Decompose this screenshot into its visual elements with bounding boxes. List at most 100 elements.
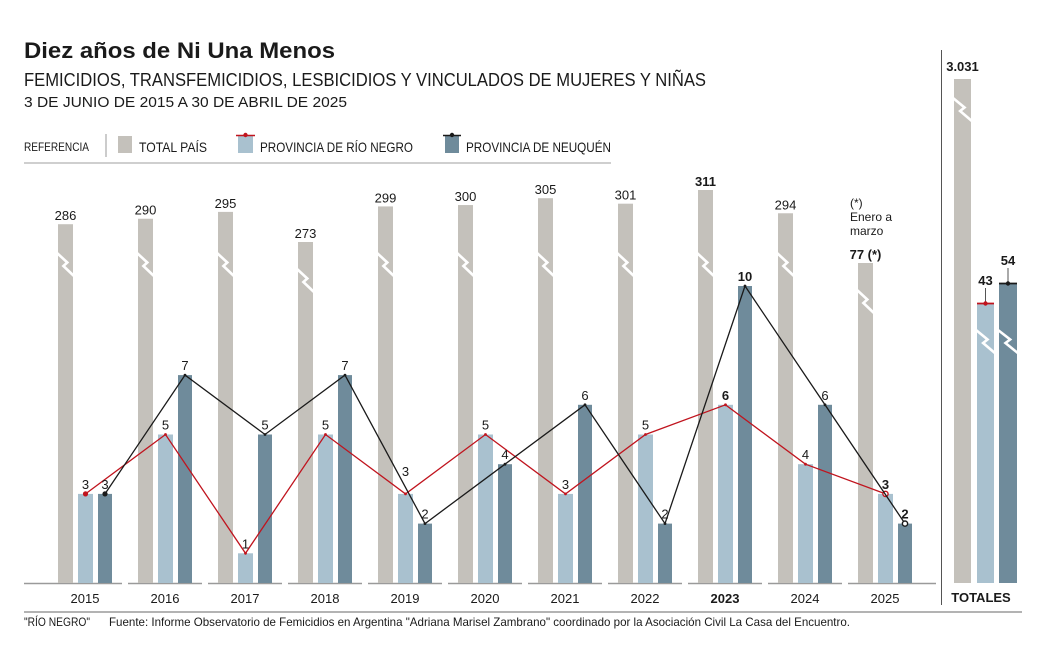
value-label-rio-negro: 3 [402,464,409,479]
bar-neuquen [338,375,352,583]
x-tick-label: 2016 [151,591,180,606]
axis-break-icon [296,268,316,294]
bar-rio-negro [238,553,253,583]
bar-neuquen [498,464,512,583]
value-label-neuquen: 3 [101,477,108,492]
bar-rio-negro [878,493,893,583]
value-label-total-pais: 300 [455,189,477,204]
total-label-total-pais: 3.031 [946,59,979,74]
axis-break-icon [136,252,156,278]
bar-total-pais [138,218,153,583]
bar-rio-negro [558,493,573,583]
axis-break-icon [376,252,396,278]
trend-lines [82,284,909,555]
value-label-neuquen: 4 [501,447,508,462]
axis-break-marks [56,252,876,315]
bar-total-pais [698,190,713,583]
total-marker-rio-negro [983,301,988,306]
value-label-rio-negro: 4 [802,447,809,462]
point-rio-negro [484,433,487,436]
bar-rio-negro [78,493,93,583]
value-label-total-pais: 290 [135,203,157,218]
value-label-neuquen: 6 [581,388,588,403]
value-label-rio-negro: 5 [162,418,169,433]
bar-neuquen [418,523,432,583]
legend-item-neuquen: PROVINCIA DE NEUQUÉN [443,132,611,155]
bar-neuquen [578,404,592,583]
chart-title: Diez años de Ni Una Menos [24,38,335,63]
point-neuquen [503,462,507,466]
point-neuquen [423,522,427,525]
total-label-neuquen: 54 [1001,253,1016,268]
axis-break-icon [616,252,636,278]
point-rio-negro [564,492,567,496]
value-label-neuquen: 7 [181,358,188,373]
x-tick-label: 2019 [391,591,420,606]
footer-region-tag: "RÍO NEGRO" [24,614,90,629]
axis-break-icon [536,252,556,278]
bar-total-pais [858,263,873,583]
point-neuquen [263,433,267,436]
bar-rio-negro [718,404,733,583]
value-label-rio-negro: 1 [242,536,249,551]
totals-column: 3.031 43 54 TOTALES [946,59,1020,605]
point-rio-negro [804,462,807,466]
bar-rio-negro [318,434,333,583]
x-tick-label: 2015 [71,591,100,606]
axis-break-icon [216,252,236,278]
axis-break-icon [997,328,1020,356]
point-rio-negro [324,433,327,436]
value-label-rio-negro: 3 [82,477,89,492]
x-tick-label: 2023 [711,591,740,606]
x-tick-label: 2020 [471,591,500,606]
x-tick-label: 2024 [791,591,820,606]
legend-label-rio-negro: PROVINCIA DE RÍO NEGRO [260,139,413,155]
value-label-neuquen: 7 [341,358,348,373]
bar-total-pais [378,206,393,583]
point-rio-negro [644,433,647,436]
value-label-rio-negro: 3 [562,477,569,492]
legend-item-rio-negro: PROVINCIA DE RÍO NEGRO [236,132,413,155]
value-label-total-pais: 299 [375,190,397,205]
chart-subtitle: FEMICIDIOS, TRANSFEMICIDIOS, LESBICIDIOS… [24,69,706,90]
value-label-rio-negro: 5 [322,418,329,433]
bar-total-pais [58,224,73,584]
annotation-text: marzo [850,224,884,238]
bar-neuquen [98,493,112,583]
legend-swatch-neuquen [445,136,459,153]
axis-break-icon [776,252,796,278]
bar-neuquen [178,375,192,583]
x-axis: 2015 2016 2017 2018 2019 2020 2021 2022 2023 2024… [24,582,936,606]
total-bar-rio-negro [977,303,994,583]
value-label-neuquen: 10 [738,269,752,284]
value-label-rio-negro: 5 [642,418,649,433]
value-label-total-pais: 294 [775,197,797,212]
axis-break-icon [975,328,997,355]
bar-neuquen [818,404,832,583]
bar-total-pais [618,203,633,583]
bar-neuquen [658,523,672,583]
legend: REFERENCIA TOTAL PAÍS PROVINCIA DE RÍO N… [24,132,611,164]
header: Diez años de Ni Una Menos FEMICIDIOS, TR… [24,38,706,111]
legend-marker-neuquen [449,132,455,138]
bar-neuquen [258,434,272,583]
legend-marker-rio-negro [243,132,248,138]
value-label-total-pais: 77 (*) [850,247,882,262]
point-rio-negro [82,491,89,497]
bar-total-pais [538,198,553,584]
axis-break-icon [696,252,716,278]
point-neuquen [583,403,587,407]
totals-axis-label: TOTALES [951,590,1011,605]
legend-swatch-rio-negro [238,136,253,153]
value-label-neuquen: 2 [421,507,428,522]
bars [58,190,912,584]
bar-total-pais [218,211,233,584]
axis-break-icon [456,252,476,278]
legend-label-neuquen: PROVINCIA DE NEUQUÉN [466,139,611,155]
x-tick-label: 2018 [311,591,340,606]
value-label-neuquen: 2 [661,507,668,522]
